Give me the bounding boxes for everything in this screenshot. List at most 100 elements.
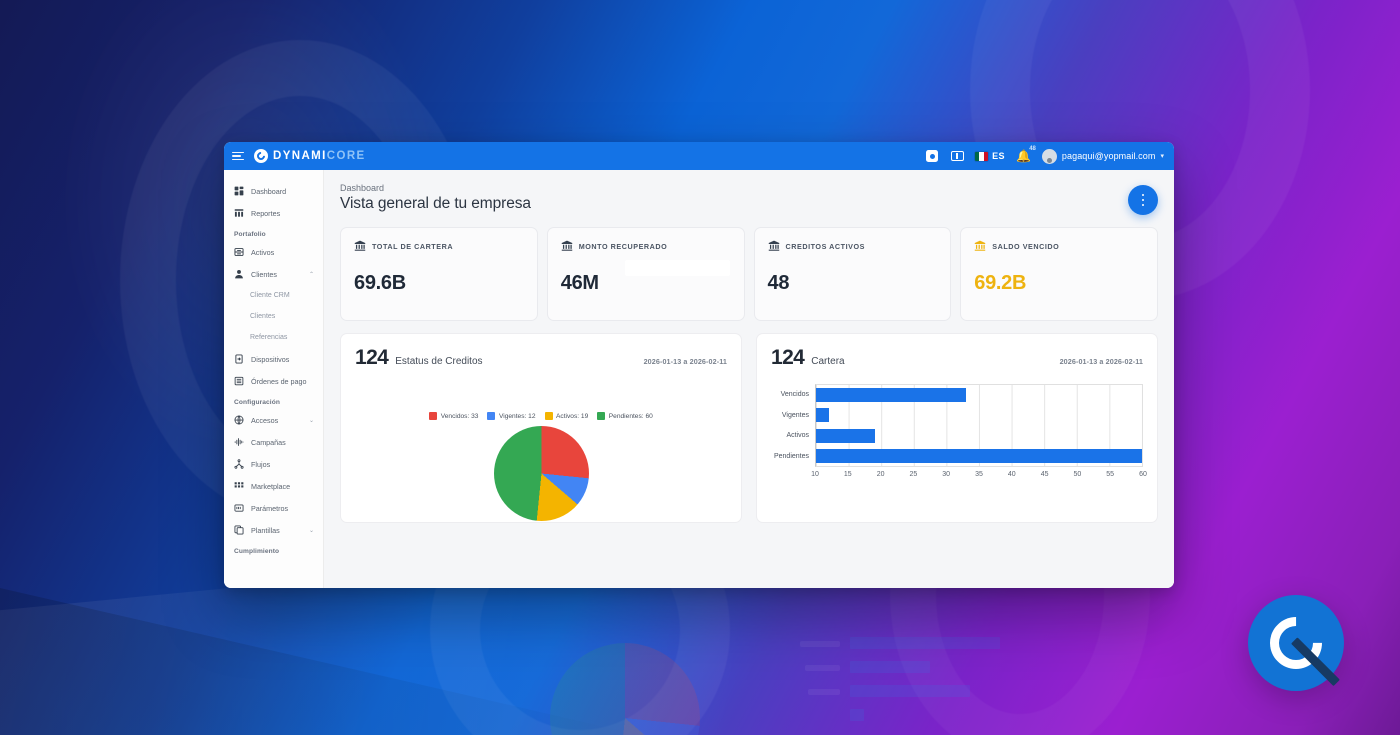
sidebar-subitem-cliente-crm[interactable]: Cliente CRM <box>224 285 323 306</box>
hamburger-menu-icon[interactable] <box>232 150 246 162</box>
sidebar-item-label: Marketplace <box>251 481 291 491</box>
bar-row <box>816 405 1142 425</box>
sidebar-item-label: Dashboard <box>251 186 287 196</box>
reflection-bar <box>850 685 970 697</box>
chart-total-count: 124 <box>771 346 805 369</box>
bank-icon <box>768 240 779 251</box>
archive-icon <box>234 247 244 257</box>
legend-item[interactable]: Pendientes: 60 <box>597 412 653 420</box>
sidebar-item-plantillas[interactable]: Plantillas ⌄ <box>224 519 323 541</box>
apps-badge-icon[interactable] <box>925 150 939 163</box>
x-axis-tick: 10 <box>811 471 819 478</box>
sidebar-item-marketplace[interactable]: Marketplace <box>224 475 323 497</box>
kpi-card-total-de-cartera[interactable]: TOTAL DE CARTERA 69.6B <box>340 227 538 321</box>
sidebar-subitem-referencias[interactable]: Referencias <box>224 327 323 348</box>
sidebar-subitem-label: Referencias <box>250 334 288 341</box>
layout-frame-icon[interactable] <box>950 150 964 163</box>
language-selector[interactable]: ES <box>975 151 1005 161</box>
bar-chart-plot-area <box>815 384 1143 467</box>
kpi-label: TOTAL DE CARTERA <box>372 241 454 251</box>
sidebar-item-reportes[interactable]: Reportes <box>224 202 323 224</box>
kpi-header: CREDITOS ACTIVOS <box>768 240 938 252</box>
sidebar-item-campanas[interactable]: Campañas <box>224 431 323 453</box>
dynamicore-brand-logo <box>1248 595 1344 691</box>
bar-chart-bars <box>816 385 1142 466</box>
kpi-value: 48 <box>767 272 790 294</box>
notifications-button[interactable]: 🔔 48 <box>1015 146 1037 163</box>
bank-icon <box>354 240 366 251</box>
chevron-down-icon: ▾ <box>1160 153 1164 160</box>
legend-swatch <box>429 412 438 420</box>
kpi-header: MONTO RECUPERADO <box>561 240 731 252</box>
sidebar-item-label: Campañas <box>251 437 286 447</box>
sidebar-subitem-clientes[interactable]: Clientes <box>224 306 323 327</box>
chart-date-range: 2026-01-13 a 2026-02-11 <box>1059 357 1143 366</box>
page-header: Dashboard Vista general de tu empresa <box>340 183 1158 215</box>
sidebar-item-parametros[interactable]: Parámetros <box>224 497 323 519</box>
logo-ring-icon <box>1259 606 1340 687</box>
bar-chart: Vencidos Vigentes Activos Pendientes <box>771 384 1143 467</box>
x-axis-tick: 20 <box>876 471 885 478</box>
sidebar-item-dashboard[interactable]: Dashboard <box>224 180 323 202</box>
legend-label: Vencidos: 33 <box>440 412 479 420</box>
chart-title: Estatus de Creditos <box>395 356 483 367</box>
kpi-card-creditos-activos[interactable]: CREDITOS ACTIVOS 48 <box>753 227 952 321</box>
language-label: ES <box>992 151 1005 161</box>
legend-item[interactable]: Activos: 19 <box>544 412 588 420</box>
kpi-header: SALDO VENCIDO <box>974 240 1144 252</box>
redaction-overlay <box>624 260 730 276</box>
chart-card-estatus-de-creditos: 124 Estatus de Creditos 2026-01-13 a 202… <box>340 333 742 523</box>
table-icon <box>234 208 244 218</box>
reflection-bar <box>850 637 1000 649</box>
bar[interactable] <box>816 448 1142 463</box>
x-axis-tick: 15 <box>843 471 852 478</box>
sidebar-item-flujos[interactable]: Flujos <box>224 453 323 475</box>
bell-icon: 🔔 <box>1015 149 1031 163</box>
window-body: Dashboard Reportes Portafolio Activos <box>224 170 1174 588</box>
kpi-value: 69.6B <box>354 272 406 294</box>
sidebar-item-label: Accesos <box>251 415 279 425</box>
sidebar-item-label: Flujos <box>251 459 271 469</box>
kpi-label: CREDITOS ACTIVOS <box>785 241 865 251</box>
bar[interactable] <box>816 388 966 403</box>
more-options-button[interactable] <box>1128 185 1158 215</box>
kpi-card-saldo-vencido[interactable]: SALDO VENCIDO 69.2B <box>960 227 1158 321</box>
x-axis-tick: 45 <box>1040 471 1049 478</box>
legend-item[interactable]: Vigentes: 12 <box>487 412 536 420</box>
chevron-down-icon: ⌄ <box>308 527 314 534</box>
reflection-label <box>800 641 840 647</box>
chart-card-row: 124 Estatus de Creditos 2026-01-13 a 202… <box>340 333 1158 523</box>
sidebar-navigation: Dashboard Reportes Portafolio Activos <box>224 170 324 588</box>
sidebar-item-activos[interactable]: Activos <box>224 241 323 263</box>
sidebar-item-ordenes-de-pago[interactable]: Órdenes de pago <box>224 370 323 392</box>
reflection-pie <box>550 643 700 735</box>
sidebar-item-label: Órdenes de pago <box>251 376 307 386</box>
bar[interactable] <box>816 428 875 443</box>
bar-row <box>816 426 1142 446</box>
bar-chart-category-labels: Vencidos Vigentes Activos Pendientes <box>771 384 815 467</box>
legend-item[interactable]: Vencidos: 33 <box>429 412 478 420</box>
bank-icon <box>975 240 986 251</box>
reflection-bar <box>850 709 864 721</box>
kpi-header: TOTAL DE CARTERA <box>354 240 524 252</box>
globe-icon <box>234 415 244 425</box>
sidebar-section-configuracion: Configuración <box>234 399 280 406</box>
sidebar-item-label: Activos <box>251 247 275 257</box>
bar[interactable] <box>816 408 830 423</box>
kpi-card-monto-recuperado[interactable]: MONTO RECUPERADO 46M <box>546 227 745 321</box>
device-icon <box>234 354 244 364</box>
app-logo[interactable]: DYNAMICORE <box>254 149 366 163</box>
user-menu[interactable]: pagaqui@yopmail.com ▾ <box>1041 148 1164 164</box>
pie-chart[interactable] <box>493 426 589 521</box>
sidebar-item-accesos[interactable]: Accesos ⌄ <box>224 409 323 431</box>
page-title: Vista general de tu empresa <box>340 195 531 212</box>
sidebar-item-dispositivos[interactable]: Dispositivos <box>224 348 323 370</box>
legend-swatch <box>544 412 553 420</box>
bar-category-label: Vencidos <box>780 391 809 399</box>
sidebar-item-clientes[interactable]: Clientes ⌃ <box>224 263 323 285</box>
background-dashboard-reflection <box>300 585 1040 735</box>
legend-label: Pendientes: 60 <box>608 412 653 420</box>
chart-card-header: 124 Cartera 2026-01-13 a 2026-02-11 <box>771 346 1143 370</box>
sidebar-item-label: Clientes <box>251 269 277 279</box>
breadcrumb: Dashboard <box>340 183 385 193</box>
